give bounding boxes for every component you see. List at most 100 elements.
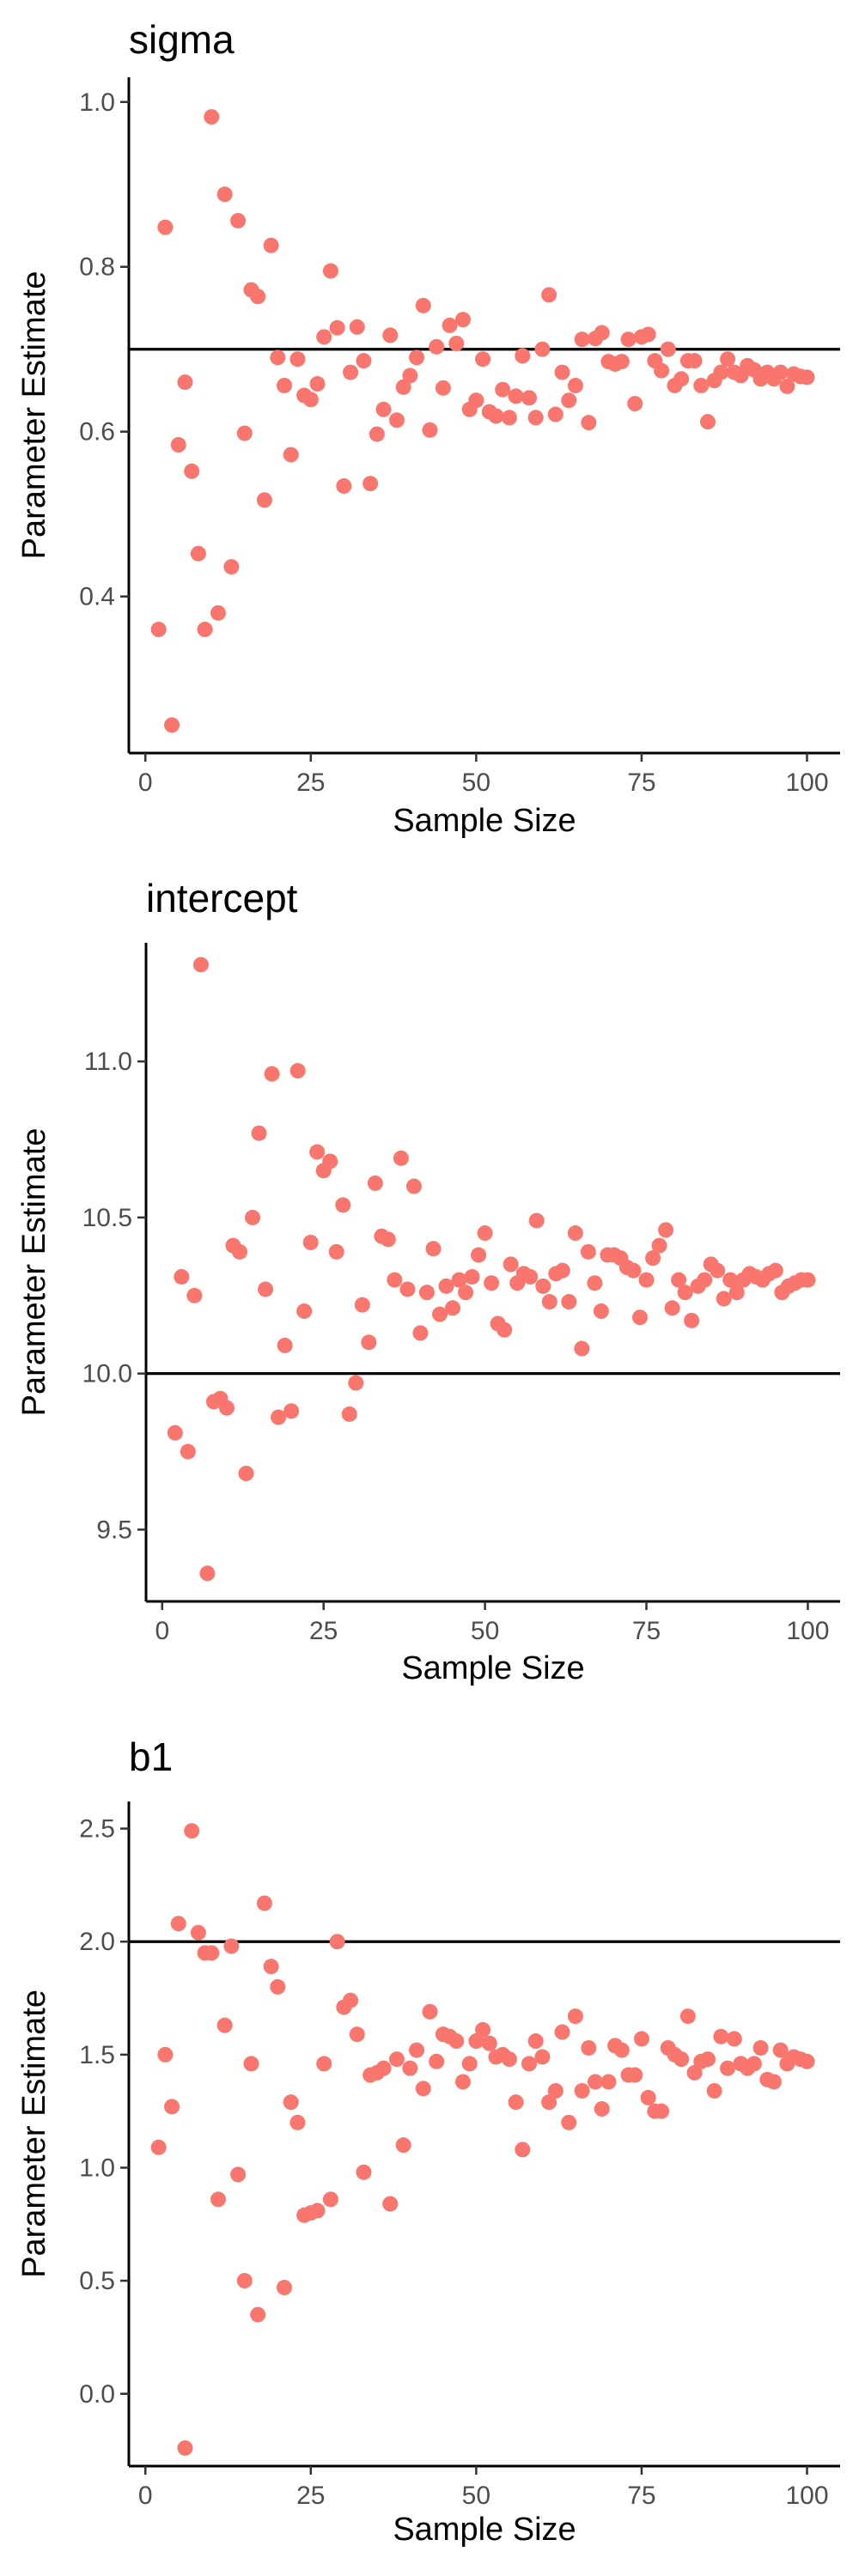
intercept-point: [593, 1303, 609, 1319]
b1-point: [150, 2139, 167, 2155]
b1-point: [772, 2042, 789, 2058]
intercept-point: [218, 1400, 235, 1416]
sigma-point: [270, 349, 286, 366]
b1-point: [170, 1916, 186, 1932]
b1-point: [216, 2017, 233, 2033]
intercept-x-axis-title: Sample Size: [401, 1650, 584, 1686]
sigma-point: [277, 377, 293, 393]
b1-y-tick-label: 1.5: [79, 2041, 115, 2069]
sigma-x-tick-label: 75: [627, 769, 655, 797]
b1-x-tick-label: 75: [627, 2482, 655, 2510]
sigma-point: [204, 109, 220, 125]
b1-point: [204, 1945, 220, 1961]
b1-point: [588, 2074, 604, 2090]
b1-point: [243, 2056, 259, 2072]
intercept-point: [587, 1275, 603, 1291]
sigma-point: [223, 559, 240, 575]
b1-title: b1: [129, 1735, 173, 1779]
b1-point: [527, 2033, 544, 2050]
b1-point: [600, 2074, 617, 2090]
intercept-point: [535, 1278, 551, 1294]
sigma-title: sigma: [129, 17, 235, 62]
b1-point: [686, 2064, 703, 2081]
sigma-point: [699, 414, 716, 430]
b1-point: [726, 2031, 742, 2047]
intercept-x-tick-label: 0: [155, 1617, 169, 1645]
sigma-point: [620, 331, 637, 348]
intercept-point: [645, 1250, 661, 1267]
panel-intercept: intercept 9.5 10.0 10.5 11.0 0 25 50 75 100 Sample…: [16, 876, 840, 1686]
b1-point: [567, 2008, 583, 2025]
b1-point: [699, 2051, 716, 2068]
b1-point: [309, 2202, 326, 2219]
b1-point: [422, 2003, 438, 2020]
sigma-point: [369, 426, 385, 442]
sigma-point: [250, 289, 266, 305]
intercept-point: [431, 1306, 448, 1322]
intercept-point: [277, 1337, 293, 1353]
b1-point: [388, 2051, 405, 2068]
b1-point: [343, 1992, 359, 2008]
sigma-point: [640, 326, 656, 343]
b1-x-tick-label: 100: [785, 2482, 828, 2510]
b1-point: [581, 2039, 597, 2056]
intercept-point: [296, 1303, 313, 1319]
intercept-point: [458, 1285, 474, 1301]
b1-point: [799, 2053, 815, 2069]
b1-point: [190, 1924, 206, 1941]
b1-point: [633, 2031, 649, 2047]
b1-point: [501, 2051, 517, 2068]
b1-point: [594, 2101, 610, 2117]
sigma-y-tick-label: 0.6: [79, 418, 115, 447]
b1-point: [164, 2099, 180, 2115]
sigma-point: [448, 336, 465, 352]
sigma-point: [388, 412, 405, 428]
b1-point: [461, 2056, 478, 2072]
b1-y-tick-label: 2.5: [79, 1815, 115, 1844]
sigma-point: [164, 717, 180, 733]
intercept-point: [477, 1225, 493, 1242]
intercept-y-tick-label: 9.5: [96, 1516, 132, 1544]
b1-point: [746, 2056, 762, 2072]
intercept-point: [658, 1222, 674, 1238]
sigma-point: [322, 263, 338, 279]
b1-point: [375, 2060, 392, 2076]
intercept-title: intercept: [146, 876, 298, 920]
intercept-point: [671, 1272, 687, 1288]
intercept-y-tick-label: 10.5: [82, 1204, 132, 1232]
sigma-point: [210, 605, 226, 621]
intercept-point: [625, 1262, 642, 1279]
b1-point: [752, 2039, 769, 2056]
intercept-x-tick-label: 50: [471, 1617, 499, 1645]
sigma-point: [177, 374, 193, 391]
sigma-point: [574, 331, 590, 348]
b1-point: [283, 2094, 299, 2111]
b1-point: [270, 1978, 286, 1995]
sigma-point: [150, 622, 167, 638]
b1-point: [673, 2051, 690, 2068]
intercept-y-tick-label: 11.0: [84, 1048, 132, 1076]
intercept-point: [554, 1262, 570, 1279]
b1-point: [409, 2042, 425, 2058]
intercept-point: [348, 1375, 364, 1391]
sigma-point: [415, 297, 431, 313]
sigma-y-tick-label: 0.8: [79, 253, 115, 282]
sigma-point: [547, 406, 564, 422]
sigma-point: [429, 338, 445, 355]
b1-point: [475, 2021, 491, 2038]
sigma-point: [779, 378, 795, 394]
intercept-point: [399, 1281, 416, 1297]
intercept-point: [322, 1153, 338, 1170]
b1-x-axis-title: Sample Size: [393, 2512, 576, 2548]
intercept-point: [393, 1150, 409, 1166]
sigma-point: [660, 341, 676, 357]
intercept-y-tick-label: 10.0: [82, 1360, 132, 1388]
b1-point: [277, 2280, 293, 2296]
b1-point: [554, 2024, 570, 2040]
sigma-point: [501, 410, 517, 426]
intercept-point: [231, 1243, 247, 1260]
sigma-point: [673, 371, 690, 387]
b1-point: [541, 2094, 557, 2111]
b1-y-tick-label: 0.0: [79, 2380, 115, 2409]
